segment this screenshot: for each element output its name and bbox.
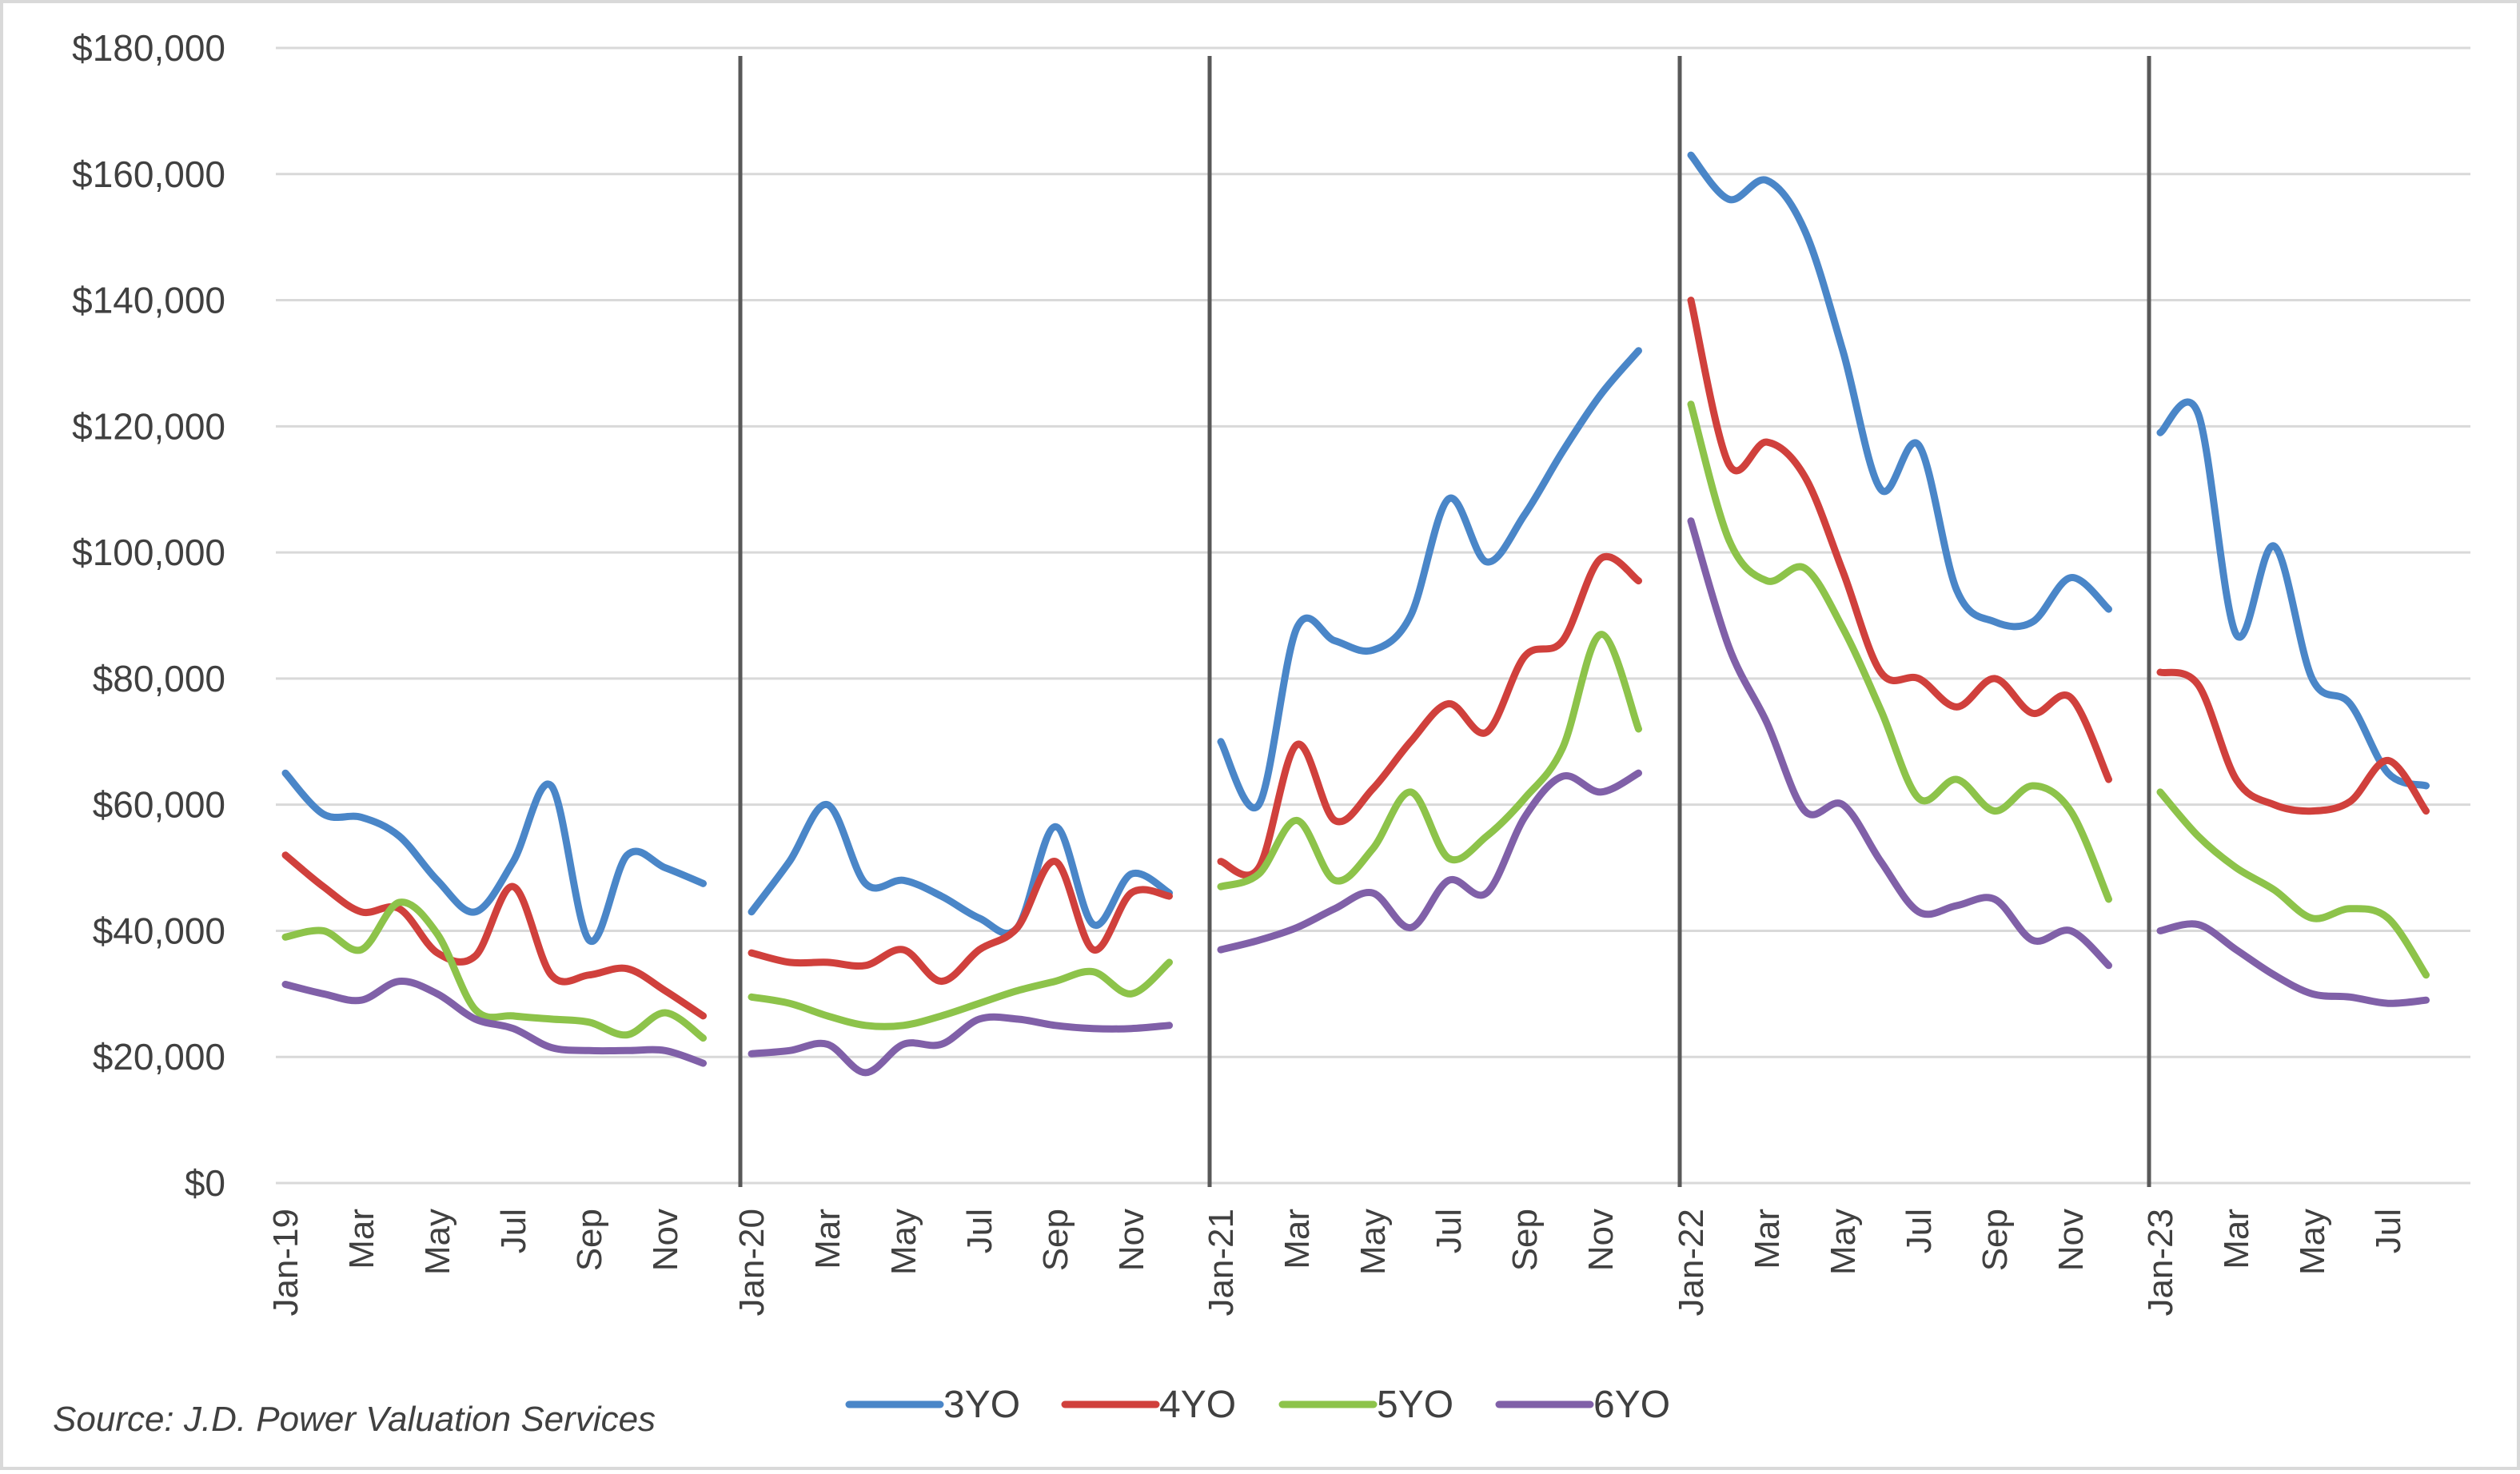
x-tick-label: May (1824, 1209, 1863, 1275)
x-tick-label: May (1354, 1209, 1393, 1275)
series-line-5YO-2019 (281, 898, 707, 1042)
x-tick-label: Sep (1505, 1209, 1545, 1271)
x-tick-label: Mar (342, 1209, 381, 1269)
x-tick-label: Jul (1429, 1209, 1469, 1253)
x-tick-label: Nov (2051, 1209, 2091, 1271)
x-axis-ticks: Jan-19 Mar May Jul Sep Nov Jan-20 Mar May Jul Sep N… (266, 1209, 2408, 1317)
source-note: Source: J.D. Power Valuation Services (53, 1400, 656, 1439)
x-tick-label: Jul (1900, 1209, 1939, 1253)
series-line-4YO-2020 (748, 858, 1173, 986)
x-tick-label: Nov (1581, 1209, 1621, 1271)
series-line-5YO-2022 (1687, 400, 2112, 903)
series-line-3YO-2021 (1217, 347, 1642, 811)
y-tick-label: $20,000 (93, 1036, 225, 1078)
y-tick-label: $0 (185, 1162, 225, 1204)
series-line-6YO-2023 (2156, 920, 2430, 1007)
y-tick-label: $160,000 (72, 153, 225, 195)
y-tick-label: $140,000 (72, 280, 225, 321)
series-line-4YO-2022 (1687, 297, 2112, 783)
y-tick-label: $120,000 (72, 405, 225, 447)
x-tick-label: Jan-19 (266, 1209, 305, 1317)
x-tick-label: Mar (1278, 1209, 1317, 1269)
series-5YO (281, 400, 2430, 1042)
series-line-6YO-2019 (281, 978, 707, 1067)
x-tick-label: Sep (1976, 1209, 2015, 1271)
series-line-4YO-2021 (1217, 553, 1642, 879)
series-line-5YO-2020 (748, 958, 1173, 1030)
x-tick-label: Mar (1748, 1209, 1787, 1269)
legend-label-4YO: 4YO (1159, 1384, 1236, 1426)
legend-label-6YO: 6YO (1593, 1384, 1670, 1426)
legend: 3YO 4YO 5YO 6YO (845, 1384, 1670, 1426)
series-line-3YO-2022 (1687, 151, 2112, 631)
x-tick-label: Jul (2369, 1209, 2408, 1253)
series-line-5YO-2023 (2156, 788, 2430, 979)
legend-label-3YO: 3YO (943, 1384, 1020, 1426)
series-line-3YO-2023 (2156, 398, 2430, 790)
legend-label-5YO: 5YO (1377, 1384, 1453, 1426)
x-tick-label: May (418, 1209, 457, 1275)
x-tick-label: Mar (808, 1209, 847, 1269)
x-tick-label: Mar (2217, 1209, 2256, 1269)
series-lines (281, 151, 2430, 1077)
x-tick-label: Jan-21 (1202, 1209, 1241, 1317)
x-tick-label: Sep (1036, 1209, 1075, 1271)
series-6YO (281, 517, 2430, 1077)
y-axis-ticks: $0 $20,000 $40,000 $60,000 $80,000 $100,000 $1… (72, 27, 225, 1204)
series-line-6YO-2020 (748, 1013, 1173, 1077)
gridlines (276, 46, 2470, 1185)
x-tick-label: Nov (646, 1209, 685, 1271)
x-tick-label: May (884, 1209, 923, 1275)
y-tick-label: $80,000 (93, 658, 225, 699)
x-tick-label: Jan-23 (2141, 1209, 2180, 1317)
x-tick-label: Nov (1112, 1209, 1151, 1271)
year-separators (738, 56, 2151, 1187)
y-tick-label: $100,000 (72, 532, 225, 573)
series-line-4YO-2023 (2156, 668, 2430, 815)
series-4YO (281, 297, 2430, 1020)
y-tick-label: $40,000 (93, 910, 225, 951)
x-tick-label: Jul (494, 1209, 533, 1253)
series-line-3YO-2020 (748, 801, 1173, 937)
x-tick-label: May (2293, 1209, 2332, 1275)
series-line-3YO-2019 (281, 769, 707, 946)
y-tick-label: $60,000 (93, 784, 225, 826)
series-line-6YO-2022 (1687, 517, 2112, 970)
y-tick-label: $180,000 (72, 27, 225, 69)
x-tick-label: Jul (960, 1209, 999, 1253)
series-3YO (281, 151, 2430, 946)
series-line-4YO-2019 (281, 851, 707, 1020)
series-line-6YO-2021 (1217, 769, 1642, 954)
x-tick-label: Jan-20 (732, 1209, 772, 1317)
x-tick-label: Sep (570, 1209, 609, 1271)
x-tick-label: Jan-22 (1672, 1209, 1711, 1317)
series-line-5YO-2021 (1217, 631, 1642, 890)
